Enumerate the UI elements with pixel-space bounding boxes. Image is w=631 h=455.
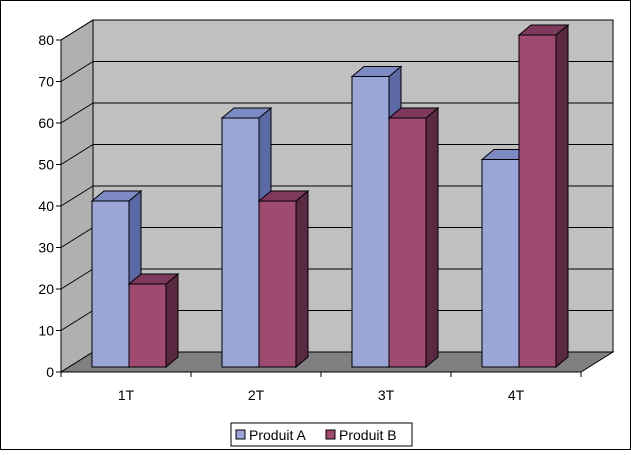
bar-side <box>165 272 179 369</box>
bars <box>90 23 570 369</box>
legend: Produit A Produit B <box>230 422 413 447</box>
y-tick-label: 80 <box>38 32 54 48</box>
y-tick-label: 70 <box>38 74 54 90</box>
bar-b-2t <box>257 189 310 369</box>
gridline-side <box>60 310 94 331</box>
bar-front <box>91 200 130 368</box>
bar-b-3t <box>387 106 440 369</box>
bar-side <box>425 106 439 369</box>
gridline-side <box>60 227 94 248</box>
x-tick-label: 3T <box>378 387 395 403</box>
bar-front <box>128 283 167 368</box>
bar-front <box>258 200 297 368</box>
gridline-side <box>60 61 94 82</box>
bar-b-1t <box>127 272 180 369</box>
x-tick-label: 1T <box>118 387 135 403</box>
gridline-side <box>60 19 94 41</box>
y-tick-label: 10 <box>38 323 54 339</box>
legend-label-a: Produit A <box>249 427 306 443</box>
bar-side <box>295 189 309 369</box>
bar-front <box>351 76 390 368</box>
y-tick-label: 60 <box>38 115 54 131</box>
legend-swatch-b <box>325 429 336 440</box>
gridline-side <box>60 185 94 207</box>
y-tick-label: 0 <box>46 364 54 380</box>
legend-box <box>230 422 413 447</box>
y-tick-label: 50 <box>38 157 54 173</box>
y-tick-label: 20 <box>38 281 54 297</box>
bar-front <box>481 159 520 368</box>
x-tick-label: 2T <box>248 387 265 403</box>
bar-side <box>555 23 569 369</box>
x-tick-label: 4T <box>508 387 525 403</box>
y-tick-label: 30 <box>38 240 54 256</box>
legend-swatch-a <box>235 429 246 440</box>
x-axis: 1T 2T 3T 4T <box>60 372 582 403</box>
y-tick-label: 40 <box>38 198 54 214</box>
gridline-side <box>60 144 94 165</box>
bar-b-4t <box>517 23 570 369</box>
bar-front <box>518 34 557 368</box>
legend-label-b: Produit B <box>339 427 397 443</box>
y-axis: 0 10 20 30 40 50 60 70 80 <box>38 32 61 380</box>
gridline-side <box>60 268 94 290</box>
gridline-side <box>60 102 94 124</box>
bar-front <box>221 117 260 368</box>
bar-front <box>388 117 427 368</box>
